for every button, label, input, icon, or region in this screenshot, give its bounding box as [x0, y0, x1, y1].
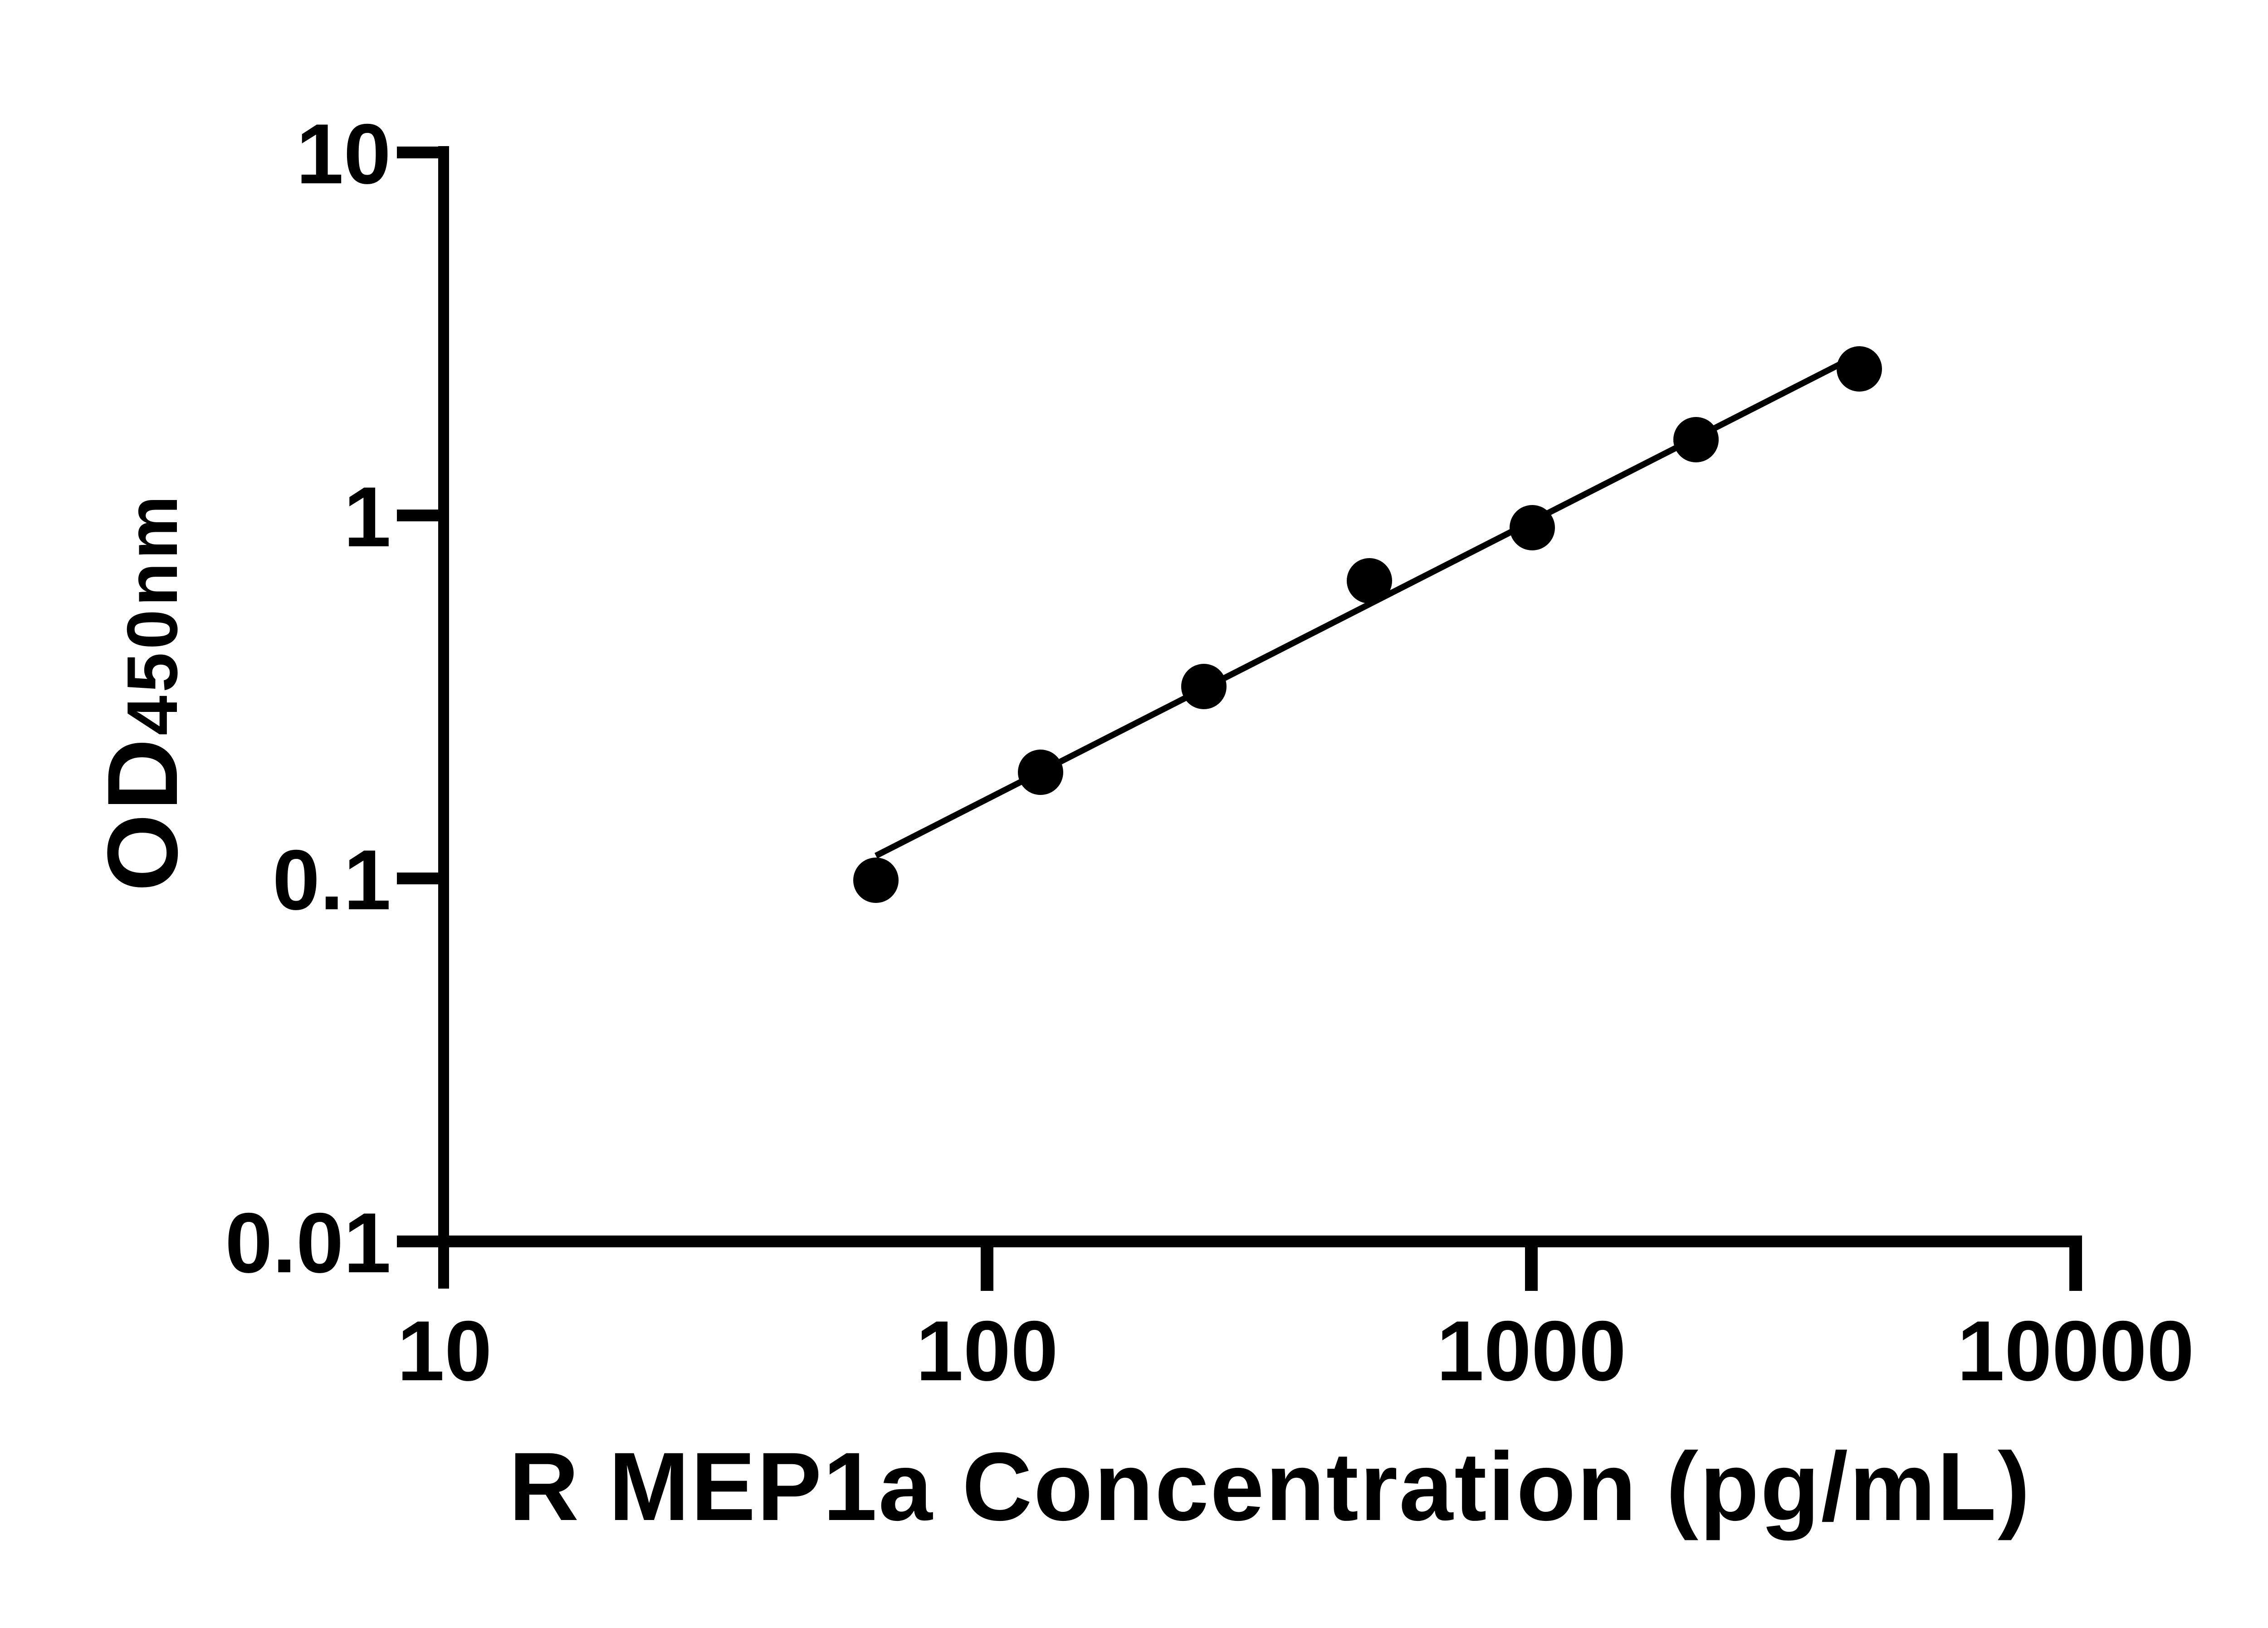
svg-text:1: 1 — [343, 469, 391, 564]
svg-text:OD450nm: OD450nm — [87, 492, 198, 892]
svg-text:10: 10 — [397, 1303, 492, 1398]
svg-text:10: 10 — [296, 106, 391, 201]
svg-text:0.1: 0.1 — [273, 832, 391, 927]
svg-text:10000: 10000 — [1957, 1303, 2195, 1398]
svg-text:0.01: 0.01 — [225, 1195, 391, 1290]
svg-text:100: 100 — [916, 1303, 1058, 1398]
svg-text:1000: 1000 — [1437, 1303, 1626, 1398]
svg-text:R MEP1a Concentration (pg/mL): R MEP1a Concentration (pg/mL) — [509, 1432, 2032, 1541]
